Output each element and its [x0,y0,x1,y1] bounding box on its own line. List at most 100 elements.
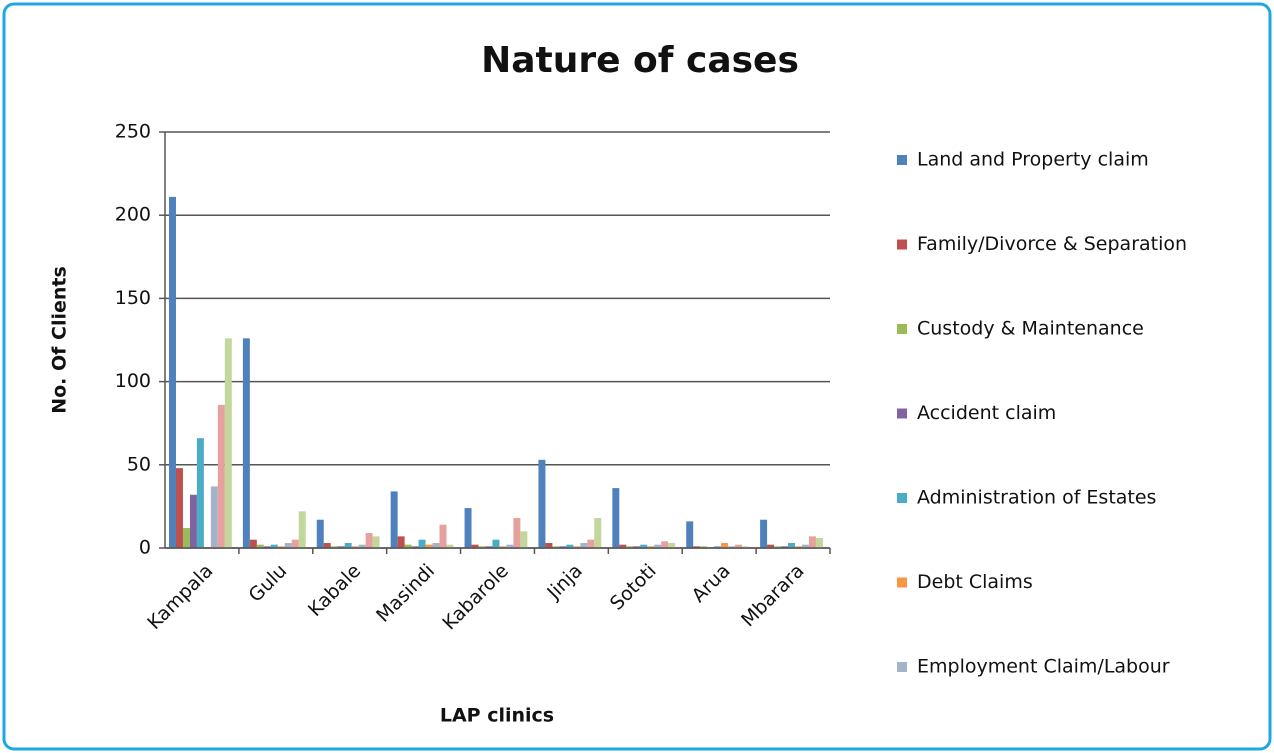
bar [372,536,380,548]
bar [808,536,816,548]
bar [633,546,641,548]
legend-swatch [897,155,907,165]
bar [358,544,366,548]
bar [344,543,352,548]
chart-title: Nature of cases [481,40,799,81]
bar [573,546,581,548]
bar [781,546,789,548]
bar [552,546,560,548]
bar [559,546,567,548]
bar [471,544,479,548]
bar [446,544,454,548]
bar [513,518,521,548]
bar [210,486,218,548]
bar [619,544,627,548]
y-tick-label: 200 [115,204,151,226]
bar [404,544,412,548]
bar [224,338,232,548]
bar [700,546,708,548]
bar [256,544,264,548]
bar [594,518,602,548]
bar [714,546,722,548]
legend-swatch [897,324,907,334]
bar [735,544,743,548]
legend-swatch [897,577,907,588]
bar [411,546,419,548]
bar [478,546,486,548]
legend-label: Administration of Estates [917,487,1156,509]
bar [774,546,782,548]
bar [263,546,271,548]
y-tick-label: 100 [115,370,151,392]
bar [580,543,588,548]
y-tick-label: 250 [115,121,151,143]
bar [284,543,292,548]
bar [721,543,729,548]
bar [492,539,500,548]
y-axis-title: No. Of Clients [49,266,71,414]
bar [587,539,595,548]
legend-swatch [897,239,907,250]
bar [661,541,669,548]
bar [801,544,809,548]
bar [270,544,278,548]
bar [390,491,398,548]
bar [566,544,574,548]
bar [182,528,190,548]
legend-label: Accident claim [917,402,1056,424]
legend-label: Debt Claims [917,571,1033,593]
bar [418,539,426,548]
y-tick-label: 0 [139,537,151,559]
y-tick-label: 50 [127,453,151,475]
y-tick-label: 150 [115,287,151,309]
legend-label: Employment Claim/Labour [917,656,1170,678]
legend-label: Land and Property claim [917,149,1149,171]
x-axis-title: LAP clinics [440,705,554,727]
bar [506,544,514,548]
bar [291,539,299,548]
bar [425,544,433,548]
bar [316,519,324,548]
bar [815,538,823,548]
bar [196,438,204,548]
bar [277,546,285,548]
bar [169,196,176,548]
bar [397,536,405,548]
bar [337,546,345,548]
bar [788,543,796,548]
bar [612,488,620,548]
bar [189,494,197,548]
bar [485,546,493,548]
legend-label: Custody & Maintenance [917,318,1144,340]
bar [520,531,528,548]
bar [217,404,225,548]
bar [464,508,472,548]
bar [626,546,634,548]
bar [654,544,662,548]
bar [323,543,331,548]
bar [330,546,338,548]
bar [767,544,775,548]
bar [249,539,257,548]
bar [365,533,373,548]
bar [668,543,676,548]
legend-swatch [897,662,907,672]
bar [439,524,447,548]
bar [351,546,359,548]
bar [647,546,655,548]
bar [686,521,694,548]
bar [728,546,736,548]
bar [693,546,701,548]
bar [298,511,306,548]
legend-label: Family/Divorce & Separation [917,233,1187,255]
bar [175,468,183,548]
bar [760,519,768,548]
bar [742,546,750,548]
bar [538,459,546,548]
bar [432,543,440,548]
bar [545,543,553,548]
bar [499,546,507,548]
bar [795,546,802,548]
